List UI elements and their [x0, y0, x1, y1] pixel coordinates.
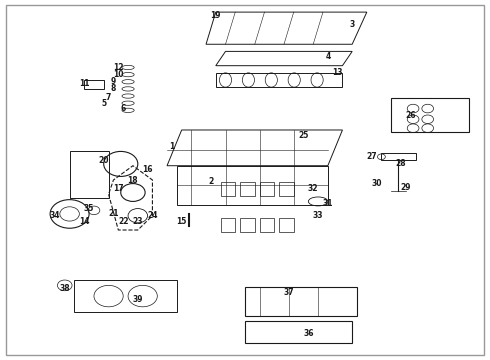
Text: 31: 31 — [322, 199, 333, 208]
Text: 30: 30 — [371, 179, 382, 188]
Text: 24: 24 — [147, 211, 158, 220]
Text: 12: 12 — [113, 63, 123, 72]
Text: 38: 38 — [59, 284, 70, 293]
Text: 6: 6 — [121, 104, 126, 113]
Text: 34: 34 — [49, 211, 60, 220]
Text: 26: 26 — [405, 111, 416, 120]
Text: 18: 18 — [127, 176, 138, 185]
Text: 5: 5 — [101, 99, 106, 108]
Text: 15: 15 — [176, 217, 187, 226]
Text: 7: 7 — [106, 93, 111, 102]
Text: 14: 14 — [79, 217, 90, 226]
Text: 13: 13 — [332, 68, 343, 77]
Text: 25: 25 — [298, 131, 309, 140]
Text: 21: 21 — [108, 210, 119, 219]
Text: 11: 11 — [79, 79, 90, 88]
Text: 20: 20 — [98, 156, 109, 165]
Text: 22: 22 — [118, 217, 128, 226]
Text: 29: 29 — [400, 183, 411, 192]
Text: 28: 28 — [395, 159, 406, 168]
Text: 8: 8 — [111, 84, 116, 93]
Text: 27: 27 — [367, 152, 377, 161]
Text: 2: 2 — [208, 177, 214, 186]
Text: 39: 39 — [133, 295, 143, 304]
Text: 19: 19 — [211, 11, 221, 20]
Text: 37: 37 — [284, 288, 294, 297]
Text: 1: 1 — [169, 141, 174, 150]
Text: 32: 32 — [308, 184, 319, 193]
Text: 33: 33 — [313, 211, 323, 220]
Text: 4: 4 — [325, 52, 330, 61]
Text: 17: 17 — [113, 184, 123, 193]
Text: 9: 9 — [111, 77, 116, 86]
Text: 3: 3 — [349, 20, 355, 29]
Text: 23: 23 — [133, 217, 143, 226]
Text: 35: 35 — [84, 204, 94, 213]
Text: 36: 36 — [303, 329, 314, 338]
Text: 10: 10 — [113, 70, 123, 79]
Text: 16: 16 — [142, 165, 153, 174]
